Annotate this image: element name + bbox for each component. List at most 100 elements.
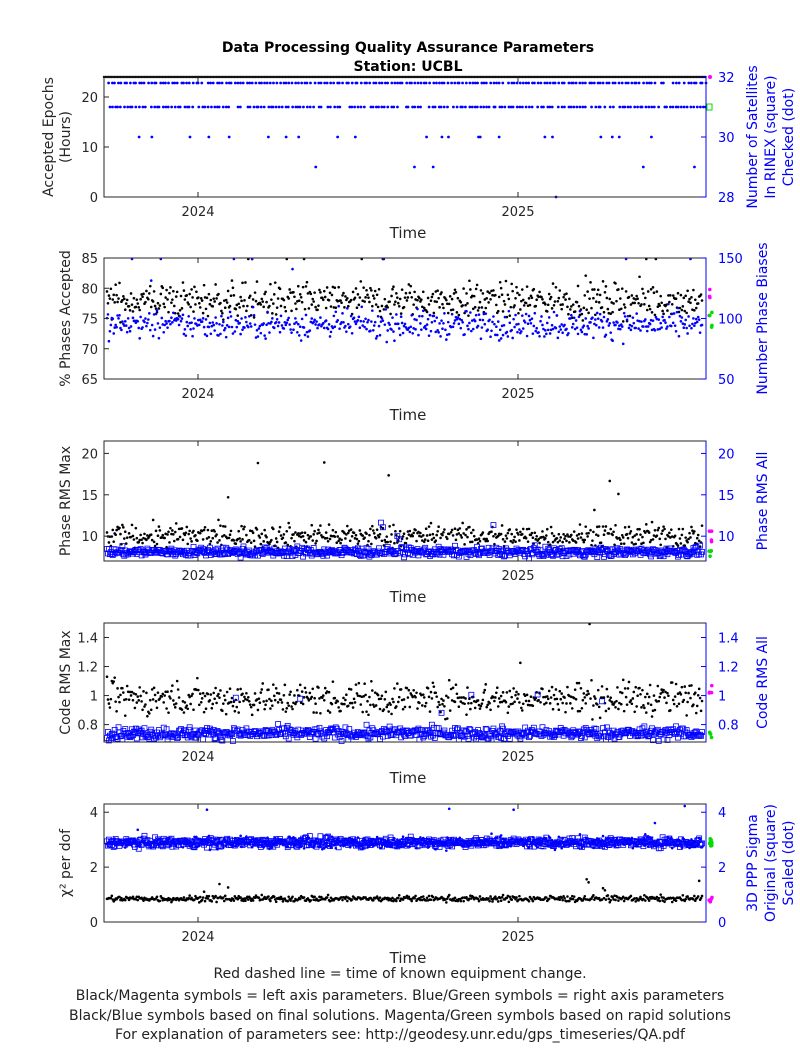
series-0-point — [354, 533, 358, 537]
series-0-point — [165, 288, 168, 292]
series-0-point — [204, 307, 208, 311]
series-0-point — [252, 539, 256, 543]
series-0-point — [246, 304, 249, 308]
series-0-point — [644, 523, 648, 526]
series-0-point — [285, 706, 289, 710]
series-0-point — [546, 540, 550, 544]
series-1-point — [471, 327, 475, 331]
satellite-point — [478, 135, 482, 139]
series-0-point — [641, 688, 644, 692]
series-0-point — [459, 700, 463, 703]
y-right-tick-label: 50 — [718, 373, 735, 388]
series-0-point — [571, 303, 575, 306]
series-0-point — [461, 521, 464, 525]
series-0-point — [275, 540, 279, 544]
series-1-point — [106, 313, 110, 316]
series-0-point — [567, 535, 570, 538]
series-0-point — [445, 717, 449, 720]
satellite-point — [661, 81, 665, 85]
satellite-point — [419, 105, 422, 109]
series-0-point — [382, 544, 386, 547]
series-0-point — [584, 274, 588, 277]
series-0-point — [298, 532, 302, 535]
series-0-point — [237, 711, 240, 714]
series-0-point — [421, 895, 425, 898]
series-0-point — [511, 541, 514, 544]
series-0-point — [451, 308, 455, 311]
satellite-point — [329, 81, 333, 85]
series-0-point — [223, 698, 227, 702]
series-1-point — [121, 320, 124, 323]
series-0-point — [514, 296, 517, 300]
series-0-point — [371, 524, 374, 528]
series-0-point — [375, 293, 379, 297]
series-1-point — [553, 551, 560, 558]
series-0-point — [348, 539, 352, 543]
series-0-point — [406, 696, 410, 699]
series-0-point — [229, 529, 233, 533]
satellite-point — [248, 81, 252, 85]
series-1-point — [606, 318, 610, 321]
satellite-point — [439, 105, 443, 109]
series-0-point — [642, 292, 645, 295]
series-0-point — [615, 699, 618, 703]
series-0-point — [262, 700, 265, 703]
satellite-point — [468, 81, 472, 85]
satellite-point — [275, 81, 279, 85]
series-0-point — [574, 698, 578, 701]
series-1-point — [275, 317, 279, 321]
series-0-point — [330, 702, 334, 706]
series-0-point — [550, 307, 554, 310]
satellite-point — [524, 105, 528, 109]
series-0-point — [262, 305, 265, 309]
series-1-point — [252, 313, 256, 317]
series-0-point — [586, 535, 589, 538]
series-0-point — [322, 289, 326, 293]
satellite-point — [637, 81, 641, 85]
satellite-point — [484, 81, 488, 85]
series-0-point — [683, 309, 687, 313]
series-1-point — [200, 320, 204, 323]
satellite-point — [536, 105, 540, 109]
series-0-point — [679, 293, 683, 297]
series-0-point — [682, 296, 686, 300]
series-0-point — [565, 539, 568, 543]
series-0-point — [538, 290, 541, 294]
series-0-point — [317, 686, 320, 689]
series-0-point — [468, 697, 471, 701]
satellite-point — [431, 105, 435, 109]
satellite-point — [447, 135, 450, 139]
series-1-point — [232, 694, 239, 701]
series-0-point — [607, 532, 611, 535]
series-0-point — [647, 695, 651, 699]
series-0-point — [395, 705, 398, 708]
series-0-point — [342, 291, 345, 295]
series-0-point — [520, 288, 524, 291]
series-0-point — [317, 304, 320, 307]
series-0-point — [407, 533, 411, 536]
series-0-point — [342, 696, 345, 700]
series-0-point — [365, 288, 368, 292]
series-0-point — [212, 297, 216, 300]
series-1-point — [363, 545, 370, 552]
series-0-point — [163, 305, 166, 309]
series-0-point — [383, 538, 387, 542]
series-1-point — [381, 319, 385, 322]
series-0-point — [696, 302, 700, 305]
series-0-point — [148, 698, 152, 702]
series-1-point — [644, 318, 647, 321]
series-0-point — [212, 691, 216, 695]
series-1-point — [205, 334, 209, 338]
series-1-point — [696, 315, 700, 319]
series-0-point — [481, 531, 485, 534]
series-1-point — [466, 324, 469, 328]
series-1-point — [648, 322, 652, 326]
satellite-point — [581, 81, 585, 85]
series-0-point — [554, 688, 558, 691]
series-1-point — [577, 315, 581, 319]
series-0-point — [694, 691, 697, 695]
satellite-point — [590, 105, 593, 109]
series-1-point — [259, 331, 263, 335]
y-left-tick-label: 10 — [81, 530, 98, 545]
series-0-point — [273, 698, 277, 702]
